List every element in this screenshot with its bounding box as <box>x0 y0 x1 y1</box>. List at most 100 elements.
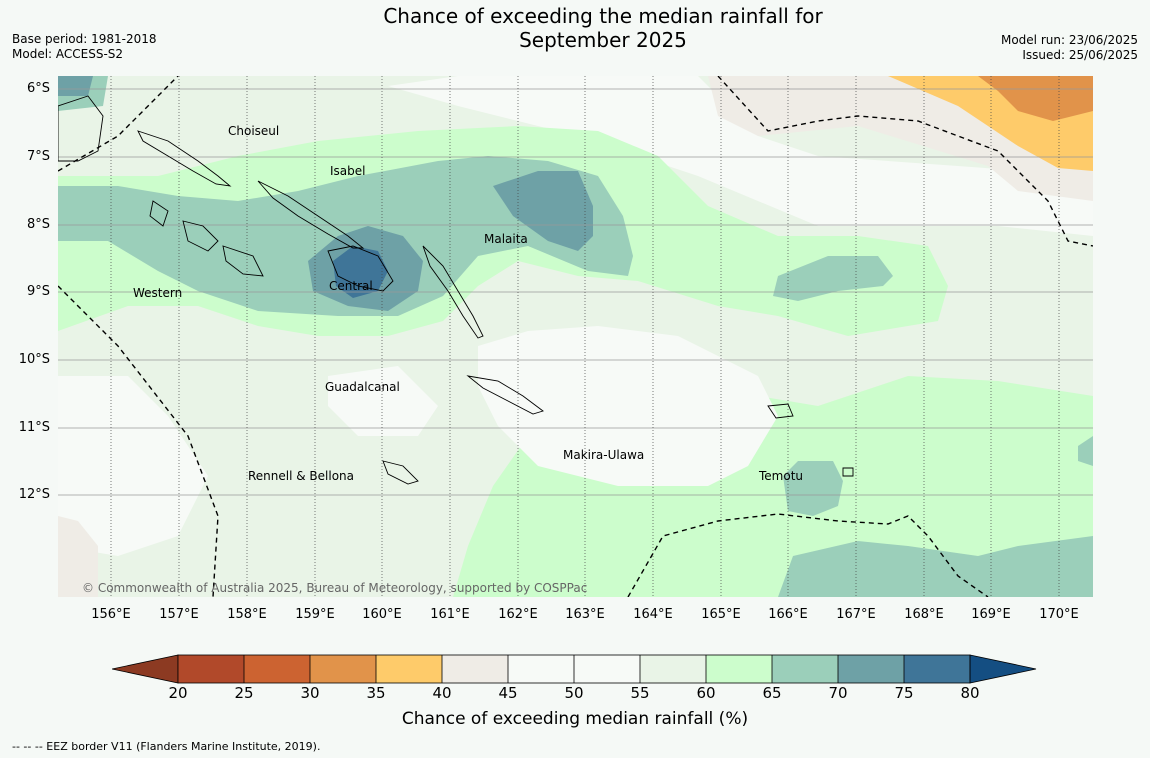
shade-65-70-temotu <box>783 461 843 516</box>
label-choiseul: Choiseul <box>228 124 279 138</box>
colorbar-tick-20: 20 <box>168 684 188 702</box>
lat-label-12s: 12°S <box>18 487 50 502</box>
label-central: Central <box>329 279 373 293</box>
western-island-1 <box>149 200 169 227</box>
central-islands <box>327 245 394 292</box>
coastlines <box>58 95 854 485</box>
shade-70-75-northwest <box>58 76 93 96</box>
lon-label-165e: 165°E <box>701 607 741 622</box>
colorbar-35-40 <box>376 655 442 683</box>
label-western: Western <box>133 286 182 300</box>
colorbar-tick-70: 70 <box>828 684 848 702</box>
eez-borders <box>58 76 1093 597</box>
label-temotu: Temotu <box>758 469 803 483</box>
colorbar-tick-45: 45 <box>498 684 518 702</box>
latitude-gridlines <box>58 88 1093 496</box>
choiseul-island <box>137 130 232 187</box>
colorbar-extend-low <box>112 654 179 684</box>
colorbar-55-60 <box>640 655 706 683</box>
eez-northeast <box>717 76 1093 247</box>
colorbar-30-35 <box>310 655 376 683</box>
lat-label-9s: 9°S <box>26 284 50 299</box>
lon-label-156e: 156°E <box>91 607 131 622</box>
temotu-island <box>842 467 854 477</box>
shade-65-70-south <box>778 536 1093 597</box>
lon-label-159e: 159°E <box>295 607 335 622</box>
colorbar-extend-high <box>969 654 1037 684</box>
map-title: Chance of exceeding the median rainfall … <box>0 4 1150 52</box>
santa-cruz-island <box>767 403 794 419</box>
lon-label-169e: 169°E <box>971 607 1011 622</box>
eez-south <box>627 513 989 597</box>
colorbar-tick-50: 50 <box>564 684 584 702</box>
issue-date: Issued: 25/06/2025 <box>1022 48 1138 62</box>
label-rennell-bellona: Rennell & Bellona <box>248 469 354 483</box>
label-guadalcanal: Guadalcanal <box>325 380 400 394</box>
colorbar-tick-35: 35 <box>366 684 386 702</box>
lon-label-161e: 161°E <box>430 607 470 622</box>
title-line-1: Chance of exceeding the median rainfall … <box>383 4 823 28</box>
lon-label-162e: 162°E <box>498 607 538 622</box>
lat-label-10s: 10°S <box>18 352 50 367</box>
colorbar-outline <box>177 654 971 684</box>
eez-north-west <box>58 76 179 172</box>
colorbar-tick-40: 40 <box>432 684 452 702</box>
eez-west <box>58 285 219 597</box>
colorbar-60-65 <box>706 655 772 683</box>
western-island-2 <box>182 220 219 252</box>
model-name: Model: ACCESS-S2 <box>12 47 124 61</box>
shade-75-80-central <box>333 246 388 298</box>
malaita-island <box>422 245 484 339</box>
title-line-2: September 2025 <box>519 28 687 52</box>
lon-label-166e: 166°E <box>768 607 808 622</box>
lat-label-7s: 7°S <box>26 149 50 164</box>
lat-label-11s: 11°S <box>18 420 50 435</box>
colorbar-45-50 <box>508 655 574 683</box>
makira-island <box>466 375 544 415</box>
colorbar-75-80 <box>904 655 970 683</box>
rennell-island <box>382 460 419 485</box>
label-malaita: Malaita <box>484 232 528 246</box>
shade-65-70-far-east <box>1078 436 1093 466</box>
colorbar-50-55 <box>574 655 640 683</box>
colorbar-70-75 <box>838 655 904 683</box>
lon-label-160e: 160°E <box>362 607 402 622</box>
shade-65-70-east <box>773 256 893 301</box>
colorbar-65-70 <box>772 655 838 683</box>
colorbar-tick-55: 55 <box>630 684 650 702</box>
lon-label-163e: 163°E <box>565 607 605 622</box>
shade-40-45-southwest <box>58 516 98 597</box>
colorbar-tick-65: 65 <box>762 684 782 702</box>
lon-label-168e: 168°E <box>904 607 944 622</box>
eez-border-note: -- -- -- EEZ border V11 (Flanders Marine… <box>12 740 321 753</box>
colorbar-20-25 <box>178 655 244 683</box>
metadata-left: Base period: 1981-2018 Model: ACCESS-S2 <box>12 32 157 62</box>
colorbar-tick-75: 75 <box>894 684 914 702</box>
label-isabel: Isabel <box>330 164 365 178</box>
base-period: Base period: 1981-2018 <box>12 32 157 46</box>
lat-label-8s: 8°S <box>26 217 50 232</box>
shade-50-55-guadalcanal <box>328 366 438 436</box>
lon-label-157e: 157°E <box>159 607 199 622</box>
lon-label-167e: 167°E <box>836 607 876 622</box>
colorbar-25-30 <box>244 655 310 683</box>
colorbar <box>112 654 1037 684</box>
copyright-notice: © Commonwealth of Australia 2025, Bureau… <box>82 581 587 595</box>
colorbar-tick-60: 60 <box>696 684 716 702</box>
label-makira-ulawa: Makira-Ulawa <box>563 448 644 462</box>
shade-30-35-northeast <box>978 76 1093 121</box>
shade-50-55-center <box>478 326 778 486</box>
metadata-right: Model run: 23/06/2025 Issued: 25/06/2025 <box>1001 33 1138 63</box>
lon-label-164e: 164°E <box>633 607 673 622</box>
shade-50-55-west <box>58 376 208 556</box>
colorbar-40-45 <box>442 655 508 683</box>
lat-label-6s: 6°S <box>26 81 50 96</box>
colorbar-tick-30: 30 <box>300 684 320 702</box>
rainfall-map: Choiseul Isabel Malaita Western Central … <box>58 76 1093 597</box>
lon-label-170e: 170°E <box>1039 607 1079 622</box>
lon-label-158e: 158°E <box>227 607 267 622</box>
colorbar-tick-80: 80 <box>960 684 980 702</box>
colorbar-tick-25: 25 <box>234 684 254 702</box>
model-run: Model run: 23/06/2025 <box>1000 33 1138 47</box>
colorbar-label: Chance of exceeding median rainfall (%) <box>401 709 749 729</box>
